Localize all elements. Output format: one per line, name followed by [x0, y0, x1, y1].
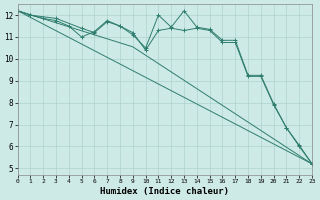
X-axis label: Humidex (Indice chaleur): Humidex (Indice chaleur) [100, 187, 229, 196]
